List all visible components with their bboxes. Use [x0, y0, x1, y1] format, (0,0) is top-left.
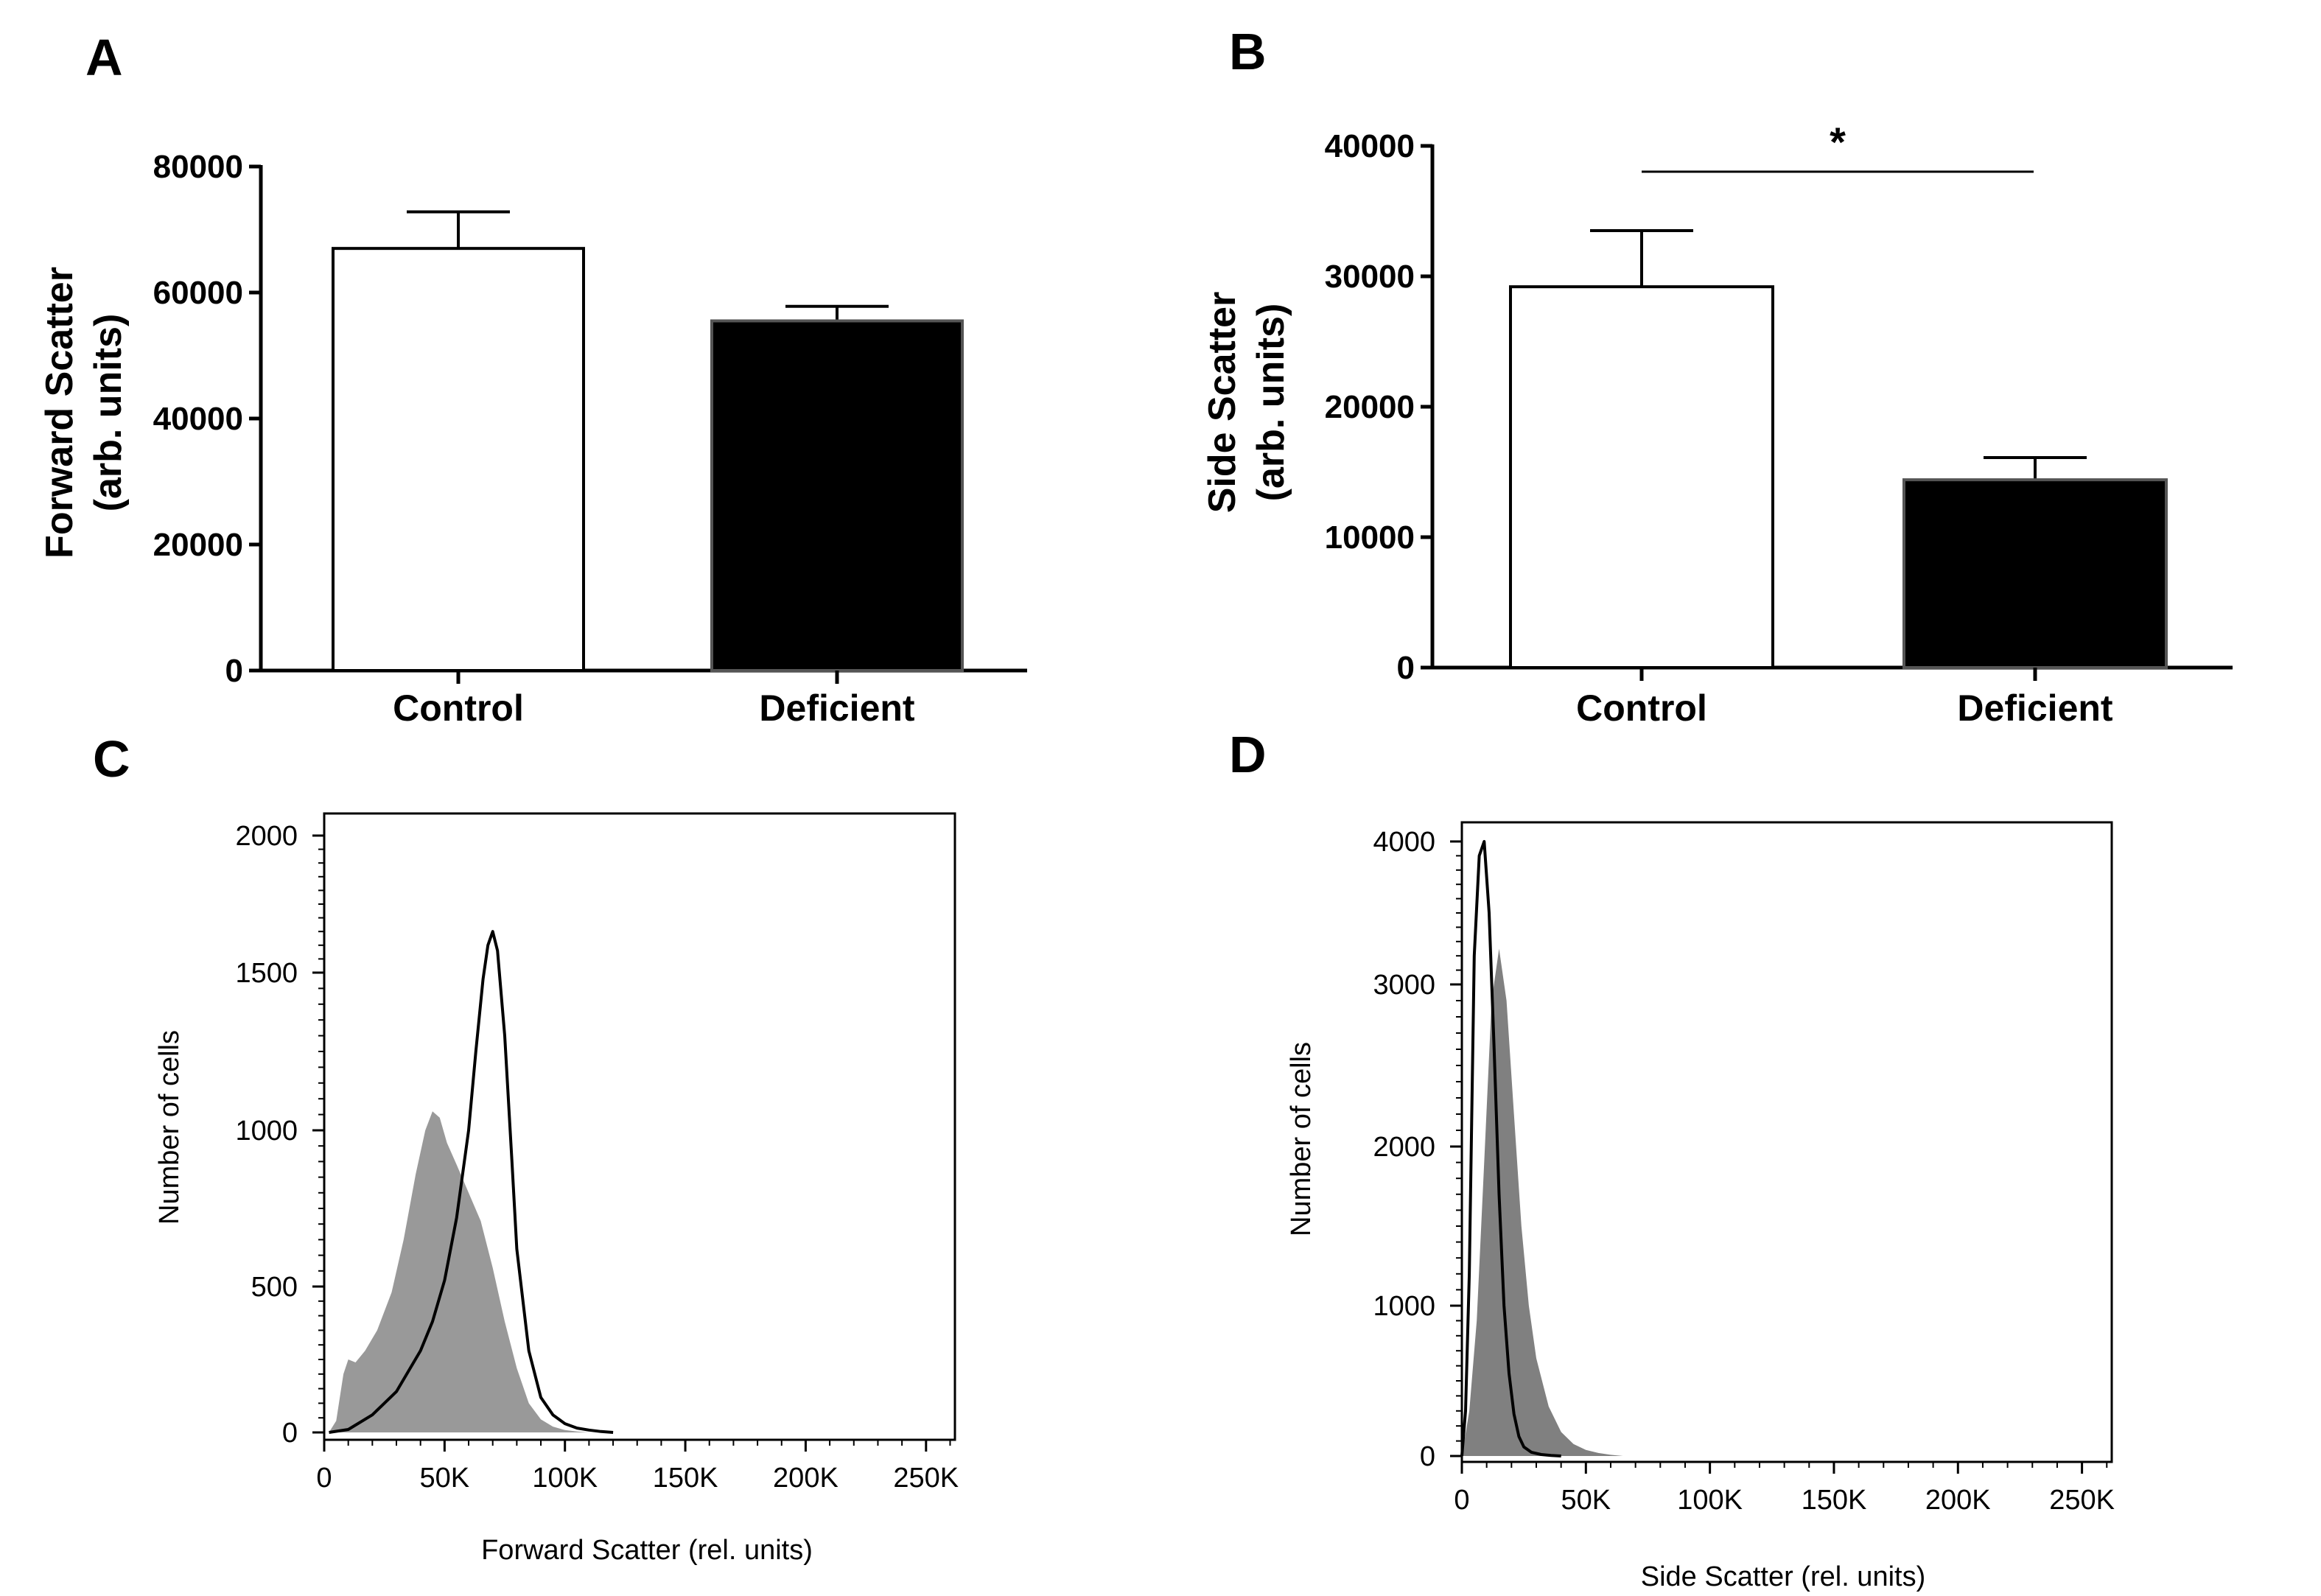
panel-d-y-tick-label: 1000: [1373, 1291, 1435, 1322]
panel-d-x-tick-label: 50K: [1561, 1485, 1611, 1516]
panel-b-y-tick-label: 40000: [1325, 128, 1415, 164]
panel-b-category-label: Control: [1576, 687, 1707, 729]
panel-c-x-tick-label: 0: [316, 1463, 332, 1494]
panel-a-bar-deficient: [710, 319, 964, 672]
panel-b-y-tick-label: 20000: [1325, 389, 1415, 425]
panel-b-bar-control: [1509, 285, 1774, 670]
panel-c-y-tick-label: 1500: [235, 958, 298, 989]
panel-a-category-label: Deficient: [759, 687, 915, 729]
panel-letter-a: A: [85, 29, 123, 86]
panel-d-y-tick-label: 3000: [1373, 970, 1435, 1001]
panel-c-x-tick-label: 100K: [532, 1463, 598, 1494]
panel-b-y-tick-label: 0: [1397, 650, 1415, 686]
panel-letter-c: C: [93, 730, 130, 788]
panel-a-y-label-line-2: (arb. units): [87, 314, 130, 512]
panel-b-plot-area: 0 10000 20000 30000 40000 Control Deficient: [1325, 128, 2233, 729]
panel-a-y-label-line-1: Forward Scatter: [38, 267, 81, 559]
panel-a-y-tick-label: 60000: [153, 275, 243, 311]
panel-b-y-label-line-2: (arb. units): [1250, 304, 1292, 502]
panel-c-x-label: Forward Scatter (rel. units): [481, 1535, 813, 1566]
panel-a-y-tick-label: 0: [225, 653, 243, 689]
panel-d-y-tick-label: 0: [1420, 1441, 1435, 1472]
panel-d-y-label: Number of cells: [1286, 1042, 1317, 1236]
panel-a-y-tick-label: 20000: [153, 527, 243, 563]
panel-letter-b: B: [1229, 23, 1267, 80]
panel-c-y-label: Number of cells: [154, 1030, 185, 1225]
panel-d-frame: [1460, 821, 2113, 1463]
panel-d-series-filled: [1462, 948, 1623, 1456]
panel-c-histogram: 0 50K 100K 150K 200K 250K 0 500 1000 1500 2000 For…: [154, 812, 959, 1566]
panel-a-bar-chart: 0 20000 40000 60000 80000 Control Deficient Fo…: [38, 149, 1027, 729]
panel-d-x-tick-label: 250K: [2049, 1485, 2115, 1516]
panel-c-frame: [323, 812, 956, 1441]
panel-d-x-tick-label: 200K: [1925, 1485, 1991, 1516]
panel-c-x-tick-label: 150K: [653, 1463, 718, 1494]
panel-c-series-line: [329, 930, 614, 1434]
panel-c-y-tick-label: 500: [251, 1272, 298, 1303]
panel-c-y-tick-label: 1000: [235, 1116, 298, 1147]
panel-d-x-label: Side Scatter (rel. units): [1641, 1561, 1925, 1592]
panel-a-category-label: Control: [393, 687, 524, 729]
panel-b-significance-asterisk: *: [1830, 119, 1846, 165]
panel-c-y-tick-label: 0: [282, 1418, 298, 1449]
panel-c-series-filled: [329, 1111, 589, 1432]
panel-d-x-tick-label: 150K: [1802, 1485, 1867, 1516]
panel-d-x-tick-label: 0: [1454, 1485, 1469, 1516]
panel-b-bar-chart: 0 10000 20000 30000 40000 Control Deficient Si…: [1201, 119, 2233, 729]
panel-a-plot-area: 0 20000 40000 60000 80000 Control Deficient: [153, 149, 1027, 729]
panel-b-y-tick-label: 30000: [1325, 259, 1415, 295]
panel-b-bar-deficient: [1902, 478, 2168, 669]
panel-letter-d: D: [1229, 726, 1267, 783]
panel-d-plot-area: 0 50K 100K 150K 200K 250K 0 1000 2000 3000 4000: [1373, 821, 2115, 1516]
panel-a-bar-control: [332, 247, 585, 672]
panel-a-y-tick-label: 40000: [153, 401, 243, 437]
panel-b-category-label: Deficient: [1957, 687, 2113, 729]
panel-b-y-label-line-1: Side Scatter: [1201, 292, 1244, 514]
panel-a-y-tick-label: 80000: [153, 149, 243, 185]
panel-d-histogram: 0 50K 100K 150K 200K 250K 0 1000 2000 3000 4000 Si…: [1286, 821, 2115, 1592]
panel-d-series-line: [1460, 840, 1561, 1457]
panel-c-x-tick-label: 50K: [420, 1463, 470, 1494]
panel-c-x-tick-label: 250K: [893, 1463, 959, 1494]
panel-c-x-tick-label: 200K: [773, 1463, 839, 1494]
panel-c-y-tick-label: 2000: [235, 821, 298, 852]
panel-d-y-tick-label: 4000: [1373, 827, 1435, 858]
panel-d-y-tick-label: 2000: [1373, 1132, 1435, 1163]
panel-b-y-tick-label: 10000: [1325, 519, 1415, 556]
panel-d-x-tick-label: 100K: [1677, 1485, 1743, 1516]
panel-c-plot-area: 0 50K 100K 150K 200K 250K 0 500 1000 1500 2000: [235, 812, 959, 1494]
